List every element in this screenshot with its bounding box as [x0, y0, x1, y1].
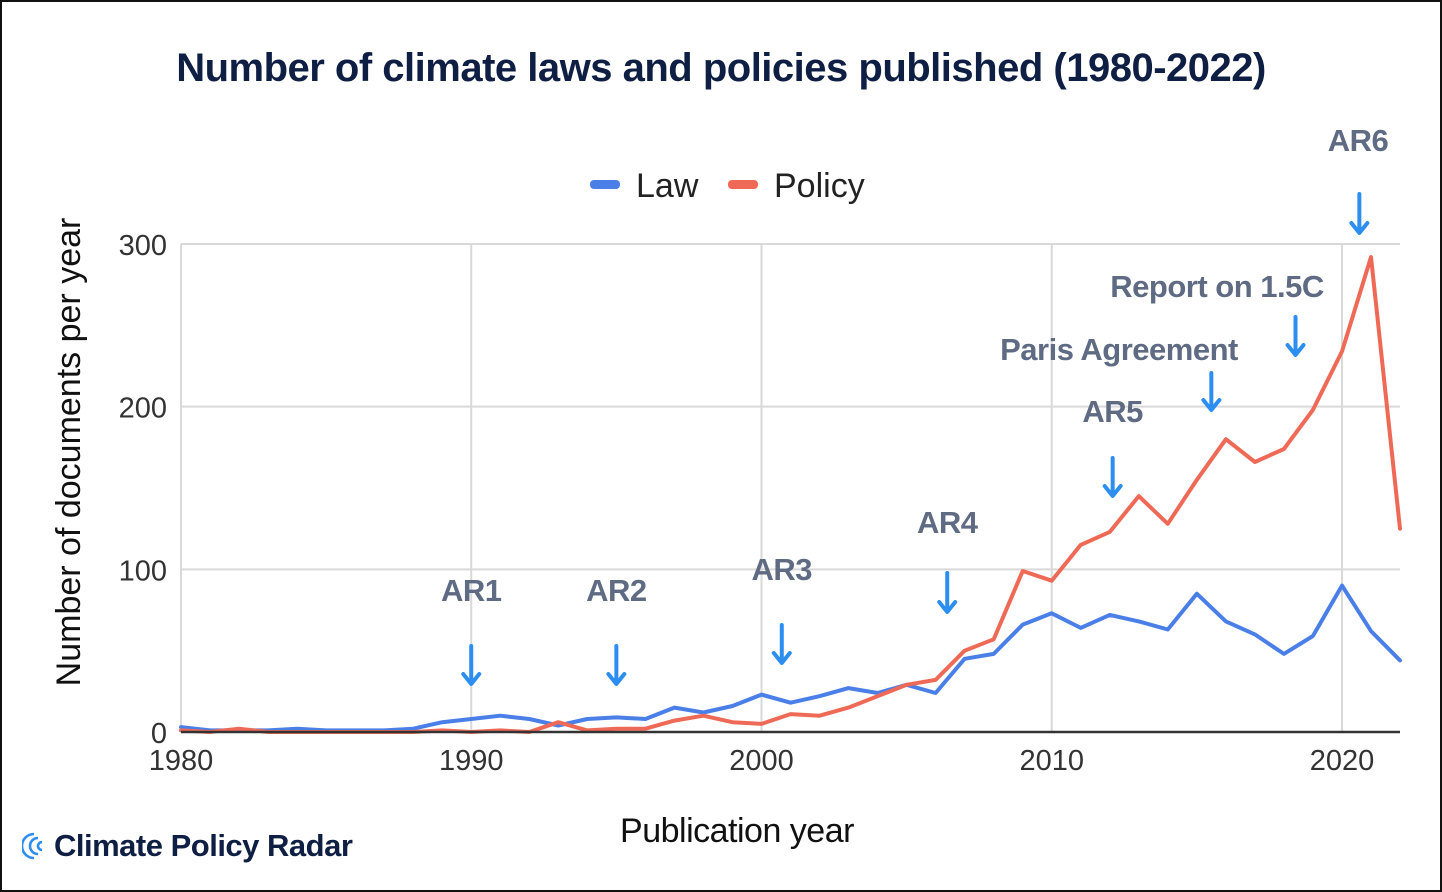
- x-tick-label: 2020: [1310, 745, 1375, 777]
- y-tick-label: 200: [119, 393, 167, 425]
- x-tick-label: 1980: [149, 745, 214, 777]
- y-tick-label: 0: [151, 718, 167, 750]
- x-tick-label: 2000: [729, 745, 794, 777]
- x-tick-label: 2010: [1019, 745, 1084, 777]
- grid-lines: [180, 243, 1400, 732]
- brand: Climate Policy Radar: [22, 826, 353, 866]
- x-axis-title: Publication year: [620, 812, 854, 850]
- radar-logo-icon: [22, 832, 43, 860]
- annotation-label: AR3: [752, 552, 813, 587]
- annotation-label: AR2: [586, 573, 647, 608]
- axes: 0 100 200 300 1980 1990 2000 2010 2020: [119, 230, 1400, 777]
- annotation-label: Report on 1.5C: [1110, 269, 1324, 304]
- annotation-arrowhead: [606, 672, 627, 686]
- series-line-policy: [179, 255, 1402, 734]
- legend-label-law: Law: [636, 167, 699, 205]
- annotation-label: AR6: [1328, 123, 1389, 158]
- annotations: AR1 AR2 AR3 AR4 AR5 Paris Agreement Report on …: [441, 123, 1389, 686]
- legend-swatch-policy: [728, 180, 758, 189]
- annotation-arrowhead: [771, 651, 792, 665]
- series-line-law: [179, 583, 1402, 733]
- y-axis-title: Number of documents per year: [50, 218, 88, 687]
- annotation-arrowhead: [461, 672, 482, 686]
- legend-label-policy: Policy: [774, 167, 865, 205]
- annotation-arrowhead: [937, 600, 958, 614]
- annotation-label: AR1: [441, 573, 502, 608]
- legend-swatch-law: [590, 180, 620, 189]
- annotation-arrowhead: [1285, 343, 1306, 357]
- y-tick-label: 300: [119, 230, 167, 262]
- annotation-arrowhead: [1102, 484, 1123, 498]
- x-tick-label: 1990: [439, 745, 504, 777]
- chart-title: Number of climate laws and policies publ…: [176, 46, 1266, 90]
- annotation-label: Paris Agreement: [1000, 332, 1238, 367]
- legend: Law Policy: [590, 167, 865, 205]
- annotation-label: AR5: [1082, 394, 1143, 429]
- annotation-arrowhead: [1349, 221, 1370, 235]
- series-lines: [179, 255, 1402, 734]
- annotation-label: AR4: [917, 505, 979, 540]
- brand-name: Climate Policy Radar: [54, 828, 353, 863]
- annotation-arrowhead: [1201, 398, 1222, 412]
- y-tick-label: 100: [119, 555, 167, 587]
